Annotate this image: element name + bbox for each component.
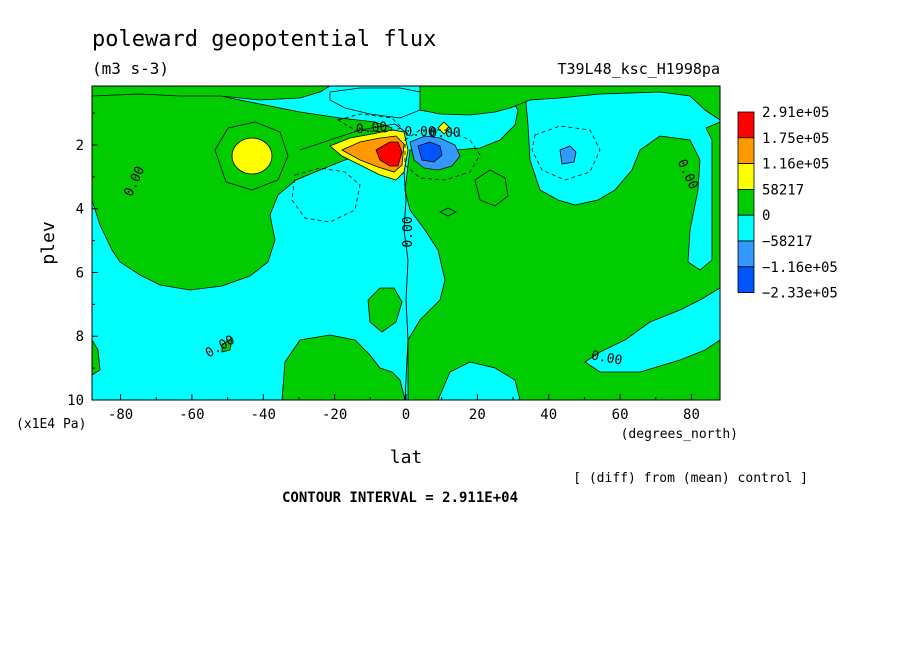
diff-note: [ (diff) from (mean) control ] <box>573 471 808 486</box>
legend-label: −2.33e+05 <box>762 286 838 302</box>
legend-label: −1.16e+05 <box>762 260 838 276</box>
x-tick-label: 60 <box>612 407 629 423</box>
positive-contours <box>214 121 509 217</box>
region-green-sh-bl <box>221 337 233 353</box>
x-axis-title: lat <box>390 447 423 468</box>
legend-label: 0 <box>762 208 770 224</box>
legend-swatch <box>737 240 755 268</box>
y-axis: 2 4 6 8 10 <box>67 112 98 409</box>
chart-units: (m3 s-3) <box>92 59 169 78</box>
legend-swatch <box>737 188 755 216</box>
run-id: T39L48_ksc_H1998pa <box>557 60 720 78</box>
chart-title: poleward geopotential flux <box>92 27 436 52</box>
y-tick-label: 10 <box>67 393 84 409</box>
region-yellow-sh-jet <box>231 137 273 175</box>
color-legend: 2.91e+05 1.75e+05 1.16e+05 58217 0 −58217 −1.1… <box>737 105 838 302</box>
y-tick-label: 4 <box>76 202 84 218</box>
x-tick-label: 80 <box>683 407 700 423</box>
plot-area: 0.00 0.00 0.00 0.00 0.00 0.00 0.00 0.00 <box>91 85 721 401</box>
region-green-nh-top <box>419 86 720 121</box>
contour-label: 0.00 <box>590 348 623 368</box>
region-green-sh-corner <box>92 339 101 376</box>
legend-label: 58217 <box>762 182 804 198</box>
contour-label: 0.00 <box>355 120 388 138</box>
region-green-nh <box>404 91 720 400</box>
legend-swatch <box>737 137 755 165</box>
contour-label: 0.00 <box>404 125 435 140</box>
legend-swatch <box>737 163 755 190</box>
region-cyan-top-band <box>329 87 421 119</box>
region-blue-nh-small <box>559 145 577 165</box>
x-tick-label: -40 <box>251 407 276 423</box>
region-green-sh <box>92 86 393 291</box>
region-green-sh-lower <box>281 334 406 400</box>
legend-label: −58217 <box>762 234 813 250</box>
x-tick-label: 20 <box>469 407 486 423</box>
y-tick-label: 2 <box>76 138 84 154</box>
y-unit-label: (x1E4 Pa) <box>16 417 86 432</box>
region-green-sh-small <box>367 287 403 333</box>
x-tick-label: 40 <box>540 407 557 423</box>
y-tick-label: 8 <box>76 329 84 345</box>
x-tick-label: 0 <box>402 407 410 423</box>
legend-swatch <box>737 266 755 293</box>
legend-swatch <box>737 111 755 139</box>
y-tick-label: 6 <box>76 265 84 281</box>
zero-line-equator <box>403 171 409 400</box>
region-green-sh-top <box>92 86 331 101</box>
region-red-dipole-pos <box>375 141 403 167</box>
x-axis: -80 -60 -40 -20 0 20 40 60 80 <box>108 394 700 423</box>
x-unit-label: (degrees_north) <box>621 427 738 442</box>
x-tick-label: -20 <box>322 407 347 423</box>
contour-label: 0.00 <box>401 216 416 247</box>
legend-label: 1.75e+05 <box>762 131 829 147</box>
negative-contours <box>291 113 601 223</box>
y-axis-title: plev <box>38 221 59 264</box>
contour-interval: CONTOUR INTERVAL = 2.911E+04 <box>282 490 518 506</box>
contour-label: 0.00 <box>429 126 460 141</box>
legend-label: 1.16e+05 <box>762 157 829 173</box>
region-deepblue-dipole-neg <box>417 141 443 163</box>
legend-swatch <box>737 214 755 242</box>
x-tick-label: -80 <box>108 407 133 423</box>
legend-label: 2.91e+05 <box>762 105 829 121</box>
x-tick-label: -60 <box>179 407 204 423</box>
